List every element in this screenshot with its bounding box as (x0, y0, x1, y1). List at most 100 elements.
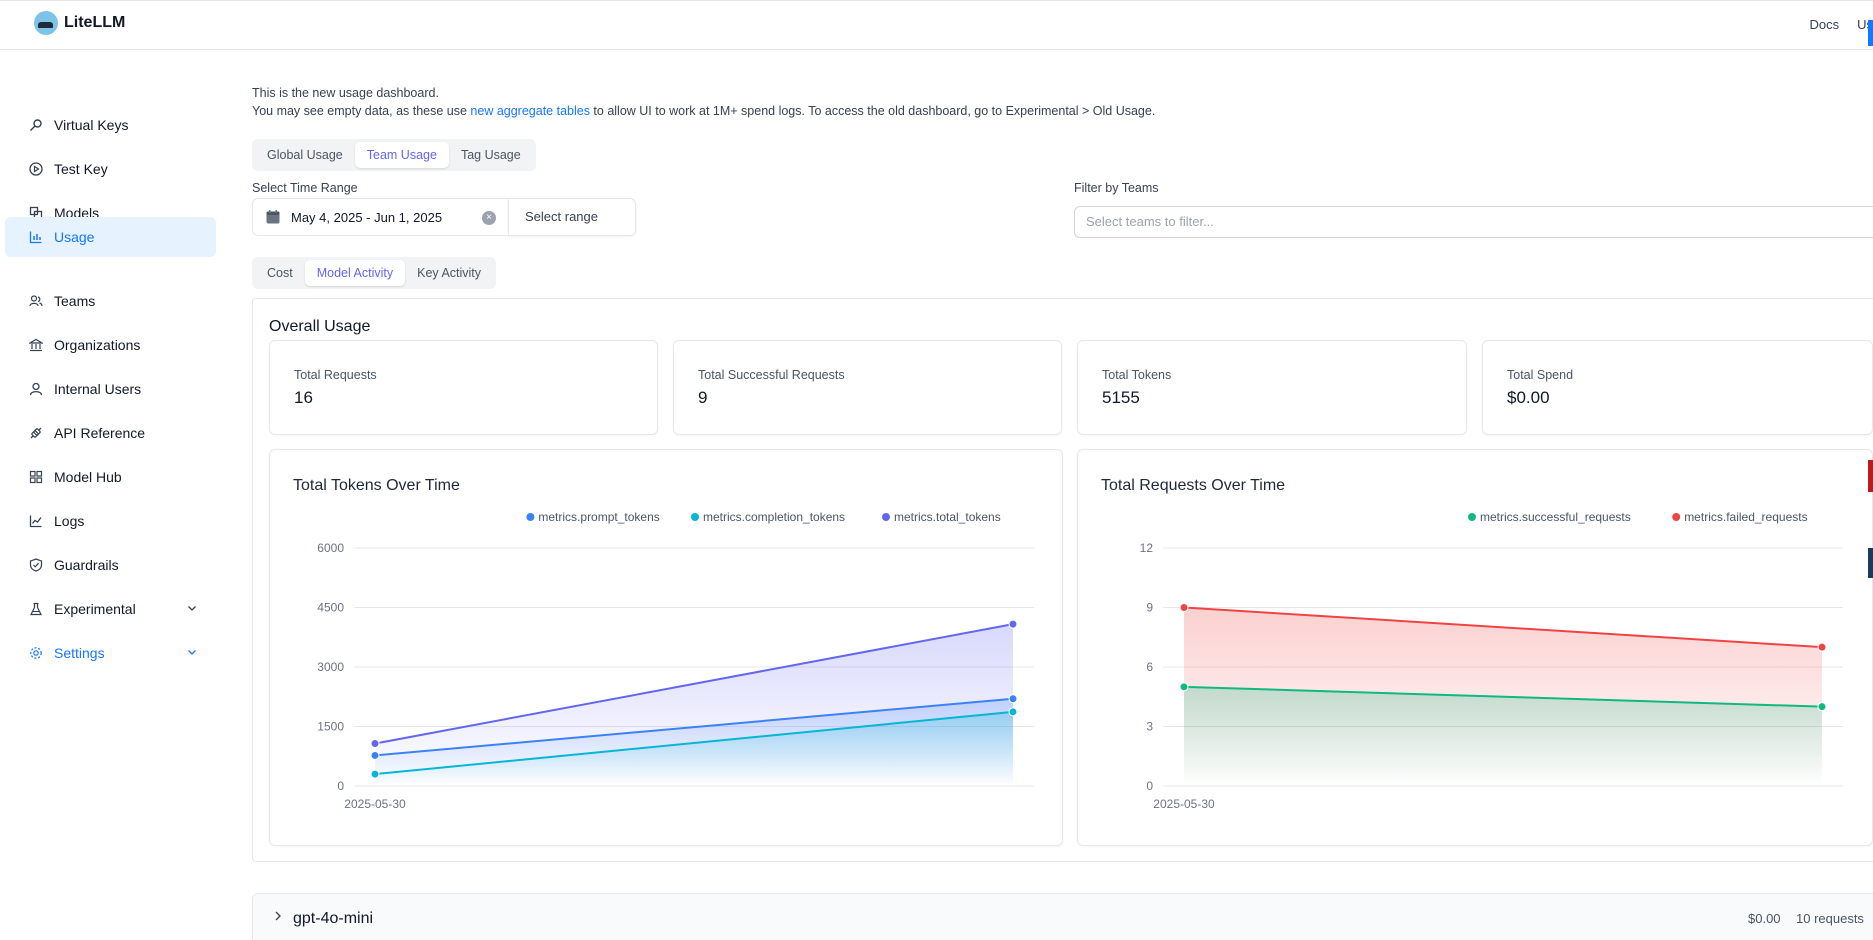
sidebar-item-label: API Reference (54, 425, 146, 441)
sidebar-item-logs[interactable]: Logs (5, 501, 216, 541)
legend-label: metrics.completion_tokens (703, 510, 845, 524)
stat-value: 5155 (1102, 388, 1140, 407)
date-range-picker[interactable]: May 4, 2025 - Jun 1, 2025 × (252, 198, 508, 236)
y-tick-label: 12 (1140, 541, 1154, 555)
sidebar-item-internal-users[interactable]: Internal Users (5, 369, 216, 409)
setting-icon (28, 645, 44, 661)
data-point (1817, 642, 1827, 652)
requests-over-time-chart: 0 3 6 9 12 2025-05-30 metrics.failed_requests m… (1140, 510, 1843, 811)
y-tick-label: 6 (1146, 660, 1153, 674)
edge-indicator (1868, 548, 1873, 578)
sidebar-item-experimental[interactable]: Experimental (5, 589, 216, 629)
top-border (0, 0, 1873, 1)
tokens-over-time-chart: 0 1500 3000 4500 6000 2025-05-30 metrics.total… (317, 510, 1034, 811)
team-icon (28, 293, 44, 309)
aggregate-tables-link[interactable]: new aggregate tables (470, 104, 590, 118)
legend-label: metrics.successful_requests (1480, 510, 1631, 524)
series-area (1184, 686, 1822, 786)
sidebar-item-label: Test Key (54, 161, 108, 177)
top-navbar: LiteLLM Docs Us (0, 0, 1873, 50)
litellm-logo-icon (34, 11, 58, 35)
line-chart-icon (28, 513, 44, 529)
sidebar-item-model-hub[interactable]: Model Hub (5, 457, 216, 497)
model-requests: 10 requests (1796, 911, 1864, 926)
tab-model-activity[interactable]: Model Activity (304, 260, 406, 286)
data-point (1817, 702, 1827, 712)
data-point (370, 739, 380, 749)
bank-icon (28, 337, 44, 353)
legend-marker (526, 513, 535, 521)
sidebar-item-label: Experimental (54, 601, 136, 617)
stat-title: Total Requests (294, 368, 377, 382)
api-icon (28, 425, 44, 441)
notice-line-1: This is the new usage dashboard. (252, 86, 439, 100)
chevron-down-icon (188, 606, 196, 611)
litellm-logo[interactable]: LiteLLM (34, 11, 125, 35)
y-tick-label: 4500 (317, 601, 344, 615)
data-point (1179, 603, 1189, 612)
legend-marker (882, 513, 890, 521)
logo-text: LiteLLM (64, 14, 126, 31)
y-tick-label: 3 (1146, 720, 1153, 734)
user-icon (28, 381, 44, 397)
overall-usage-title: Overall Usage (269, 318, 371, 335)
legend-label: metrics.total_tokens (894, 510, 1001, 524)
sidebar-item-test-key[interactable]: Test Key (5, 149, 216, 189)
tab-cost[interactable]: Cost (267, 266, 293, 280)
y-tick-label: 0 (1146, 779, 1153, 793)
sidebar-item-organizations[interactable]: Organizations (5, 325, 216, 365)
y-tick-label: 9 (1146, 601, 1153, 615)
time-range-label: Select Time Range (252, 181, 358, 195)
series-line (374, 697, 1014, 757)
tab-team-usage[interactable]: Team Usage (354, 142, 449, 168)
x-tick-label: 2025-05-30 (1153, 797, 1215, 811)
y-tick-label: 1500 (317, 720, 344, 734)
sidebar-item-teams[interactable]: Teams (5, 281, 216, 321)
stat-value: $0.00 (1507, 388, 1550, 407)
model-usage-row[interactable]: gpt-4o-mini $0.00 10 requests (252, 893, 1873, 940)
edge-scroll-indicator (1868, 20, 1873, 46)
series-line (374, 623, 1014, 745)
legend-label: metrics.failed_requests (1684, 510, 1807, 524)
data-point (1008, 707, 1018, 717)
data-point (1008, 694, 1018, 704)
notice-text: to allow UI to work at 1M+ spend logs. T… (589, 104, 1156, 118)
y-tick-label: 3000 (317, 660, 344, 674)
select-range-dropdown[interactable]: Select range (508, 198, 636, 236)
sidebar-item-guardrails[interactable]: Guardrails (5, 545, 216, 585)
clear-icon[interactable]: × (482, 211, 496, 225)
team-filter-select[interactable]: Select teams to filter... (1074, 206, 1873, 238)
sidebar-item-label: Internal Users (54, 381, 142, 397)
data-point (370, 750, 380, 760)
sidebar-item-label: Logs (54, 513, 85, 529)
x-tick-label: 2025-05-30 (344, 797, 406, 811)
usage-type-tabs: Global Usage Team Usage Tag Usage (252, 139, 536, 171)
team-filter-label: Filter by Teams (1074, 181, 1159, 195)
series-area (375, 711, 1013, 786)
docs-link[interactable]: Docs (1809, 17, 1840, 32)
legend-marker (1672, 513, 1681, 521)
tab-tag-usage[interactable]: Tag Usage (460, 148, 521, 162)
date-range-value: May 4, 2025 - Jun 1, 2025 (291, 209, 443, 225)
sidebar-item-label: Model Hub (54, 469, 122, 485)
sidebar-item-label: Guardrails (54, 557, 119, 573)
sidebar-item-settings[interactable]: Settings (5, 633, 216, 673)
tab-global-usage[interactable]: Global Usage (267, 148, 343, 162)
sidebar-item-label: Organizations (54, 337, 141, 353)
safety-icon (28, 557, 44, 573)
data-point (370, 769, 380, 779)
stat-card-total-requests: Total Requests 16 (269, 340, 658, 435)
sidebar-item-virtual-keys[interactable]: Virtual Keys (5, 105, 216, 145)
sidebar-item-api-reference[interactable]: API Reference (5, 413, 216, 453)
stat-card-total-spend: Total Spend $0.00 (1482, 340, 1873, 435)
data-point (1008, 619, 1018, 629)
sidebar-item-label: Settings (54, 645, 105, 661)
stat-value: 16 (294, 388, 313, 407)
series-line (1183, 606, 1823, 649)
y-tick-label: 0 (337, 779, 344, 793)
tab-key-activity[interactable]: Key Activity (417, 266, 482, 280)
sidebar-item-label: Usage (54, 229, 95, 245)
sidebar-item-usage[interactable]: Usage (5, 217, 216, 257)
appstore-icon (28, 469, 44, 485)
notice-text: You may see empty data, as these use (252, 104, 471, 118)
